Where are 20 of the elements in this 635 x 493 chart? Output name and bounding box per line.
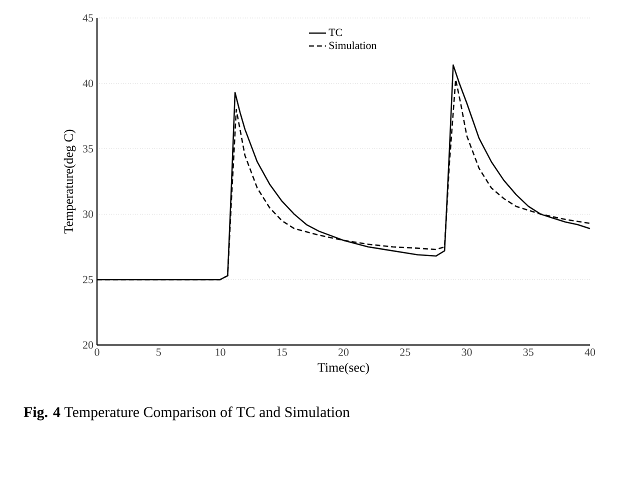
y-tick-label: 30 — [83, 210, 94, 218]
x-tick-label: 20 — [338, 348, 349, 356]
x-axis-title: Time(sec) — [318, 362, 369, 374]
y-tick-label: 45 — [82, 14, 94, 22]
x-tick-label: 40 — [584, 348, 596, 356]
x-tick-label: 35 — [523, 348, 534, 356]
y-tick-label: 20 — [83, 341, 94, 349]
y-tick-label: 25 — [83, 276, 94, 284]
x-tick-label: 15 — [277, 348, 287, 356]
y-axis-title: Temperature(deg C) — [64, 130, 76, 234]
x-tick-label: 25 — [400, 348, 410, 356]
y-tick-label: 40 — [82, 80, 94, 88]
x-tick-label: 30 — [462, 348, 472, 356]
legend-label: TC — [328, 28, 342, 36]
x-tick-label: 0 — [94, 348, 100, 356]
x-tick-label: 5 — [156, 348, 161, 356]
legend-label: Simulation — [329, 41, 377, 50]
y-tick-label: 35 — [83, 145, 94, 152]
text: Fig. 4 Temperature Comparison of TC and Simulation — [24, 406, 350, 420]
x-tick-label: 10 — [216, 348, 226, 356]
